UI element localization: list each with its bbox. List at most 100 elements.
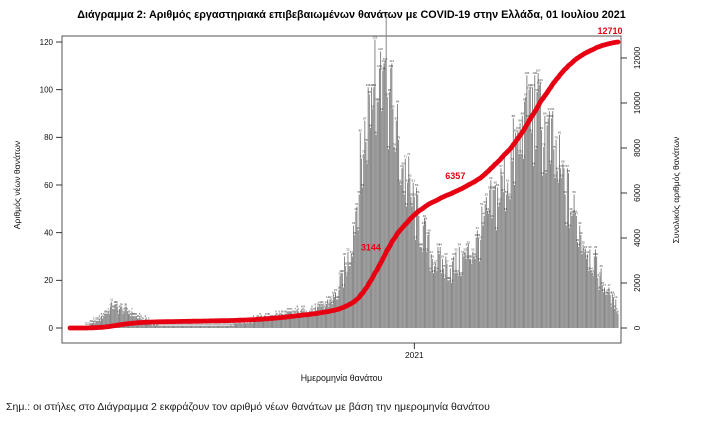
svg-text:9: 9 (328, 302, 330, 306)
svg-text:30: 30 (462, 252, 466, 256)
svg-text:43: 43 (578, 221, 582, 225)
svg-text:33: 33 (594, 245, 598, 249)
svg-text:3: 3 (146, 317, 148, 321)
svg-text:39: 39 (579, 231, 583, 235)
svg-text:10: 10 (113, 300, 117, 304)
svg-text:82: 82 (514, 128, 518, 132)
svg-text:9: 9 (317, 302, 319, 306)
svg-text:55: 55 (507, 193, 511, 197)
svg-text:2: 2 (94, 319, 96, 323)
svg-text:3: 3 (141, 317, 143, 321)
svg-text:63: 63 (408, 174, 412, 178)
svg-text:7: 7 (294, 307, 296, 311)
svg-text:5: 5 (132, 312, 134, 316)
svg-text:5: 5 (276, 312, 278, 316)
svg-text:10: 10 (320, 300, 324, 304)
svg-text:8: 8 (303, 305, 305, 309)
svg-text:29: 29 (441, 255, 445, 259)
svg-text:48: 48 (571, 209, 575, 213)
y-left-tick-label: 20 (44, 276, 53, 285)
svg-text:34: 34 (439, 243, 443, 247)
svg-text:35: 35 (467, 240, 471, 244)
svg-text:38: 38 (475, 233, 479, 237)
svg-text:38: 38 (477, 233, 481, 237)
svg-text:8: 8 (323, 305, 325, 309)
svg-text:67: 67 (499, 164, 503, 168)
svg-text:14: 14 (608, 290, 612, 294)
svg-text:26: 26 (349, 262, 353, 266)
svg-text:6: 6 (309, 309, 311, 313)
svg-text:49: 49 (569, 207, 573, 211)
svg-text:5: 5 (268, 312, 270, 316)
svg-text:87: 87 (395, 116, 399, 120)
svg-text:6: 6 (129, 309, 131, 313)
svg-text:4: 4 (98, 314, 100, 318)
svg-text:15: 15 (602, 288, 606, 292)
y-left-axis-title: Αριθμός νέων θανάτων (12, 141, 22, 229)
svg-text:5: 5 (101, 312, 103, 316)
svg-text:5: 5 (130, 312, 132, 316)
svg-text:58: 58 (488, 185, 492, 189)
svg-text:99: 99 (388, 88, 392, 92)
svg-text:14: 14 (605, 290, 609, 294)
svg-text:1: 1 (222, 321, 224, 325)
svg-text:102: 102 (537, 81, 542, 85)
svg-text:109: 109 (377, 64, 382, 68)
svg-text:60: 60 (494, 181, 498, 185)
svg-text:97: 97 (524, 93, 528, 97)
svg-text:1: 1 (219, 321, 221, 325)
svg-text:24: 24 (435, 267, 439, 271)
svg-text:23: 23 (440, 269, 444, 273)
svg-text:10: 10 (325, 300, 329, 304)
svg-text:55: 55 (413, 193, 417, 197)
svg-text:1: 1 (211, 321, 213, 325)
svg-text:5: 5 (259, 312, 261, 316)
svg-text:6: 6 (128, 309, 130, 313)
svg-text:4: 4 (264, 314, 266, 318)
svg-text:70: 70 (511, 157, 515, 161)
svg-text:6: 6 (282, 309, 284, 313)
svg-text:60: 60 (399, 181, 403, 185)
svg-text:34: 34 (577, 243, 581, 247)
x-tick-label: 2021 (405, 350, 424, 360)
svg-text:9: 9 (121, 302, 123, 306)
svg-text:9: 9 (110, 302, 112, 306)
svg-text:1: 1 (224, 321, 226, 325)
svg-text:6: 6 (105, 309, 107, 313)
svg-text:6: 6 (118, 309, 120, 313)
svg-text:12: 12 (614, 295, 618, 299)
svg-text:21: 21 (596, 274, 600, 278)
svg-text:81: 81 (374, 131, 378, 135)
svg-text:49: 49 (486, 207, 490, 211)
svg-text:5: 5 (134, 312, 136, 316)
svg-text:69: 69 (549, 159, 553, 163)
svg-text:15: 15 (606, 288, 610, 292)
svg-text:4: 4 (138, 314, 140, 318)
y-right-tick-label: 12000 (633, 46, 642, 69)
svg-text:107: 107 (536, 69, 541, 73)
svg-text:89: 89 (543, 112, 547, 116)
svg-text:61: 61 (506, 178, 510, 182)
svg-text:5: 5 (136, 312, 138, 316)
svg-text:13: 13 (612, 293, 616, 297)
svg-text:71: 71 (360, 154, 364, 158)
x-axis: 2021 Ημερομηνία θανάτου (301, 343, 424, 383)
svg-text:25: 25 (599, 264, 603, 268)
svg-text:73: 73 (362, 150, 366, 154)
y-left-tick-label: 100 (40, 85, 54, 94)
svg-text:24: 24 (589, 267, 593, 271)
svg-text:29: 29 (585, 255, 589, 259)
svg-text:20: 20 (448, 276, 452, 280)
svg-text:1: 1 (87, 321, 89, 325)
cumulative-line (67, 39, 621, 331)
svg-text:31: 31 (430, 250, 434, 254)
svg-text:8: 8 (311, 305, 313, 309)
svg-text:3: 3 (148, 317, 150, 321)
y-right-tick-label: 10000 (633, 91, 642, 114)
y-left-tick-label: 40 (44, 228, 53, 237)
svg-text:1: 1 (220, 321, 222, 325)
svg-text:99: 99 (535, 88, 539, 92)
svg-text:111: 111 (382, 59, 387, 63)
svg-text:111: 111 (390, 59, 395, 63)
svg-text:33: 33 (584, 245, 588, 249)
